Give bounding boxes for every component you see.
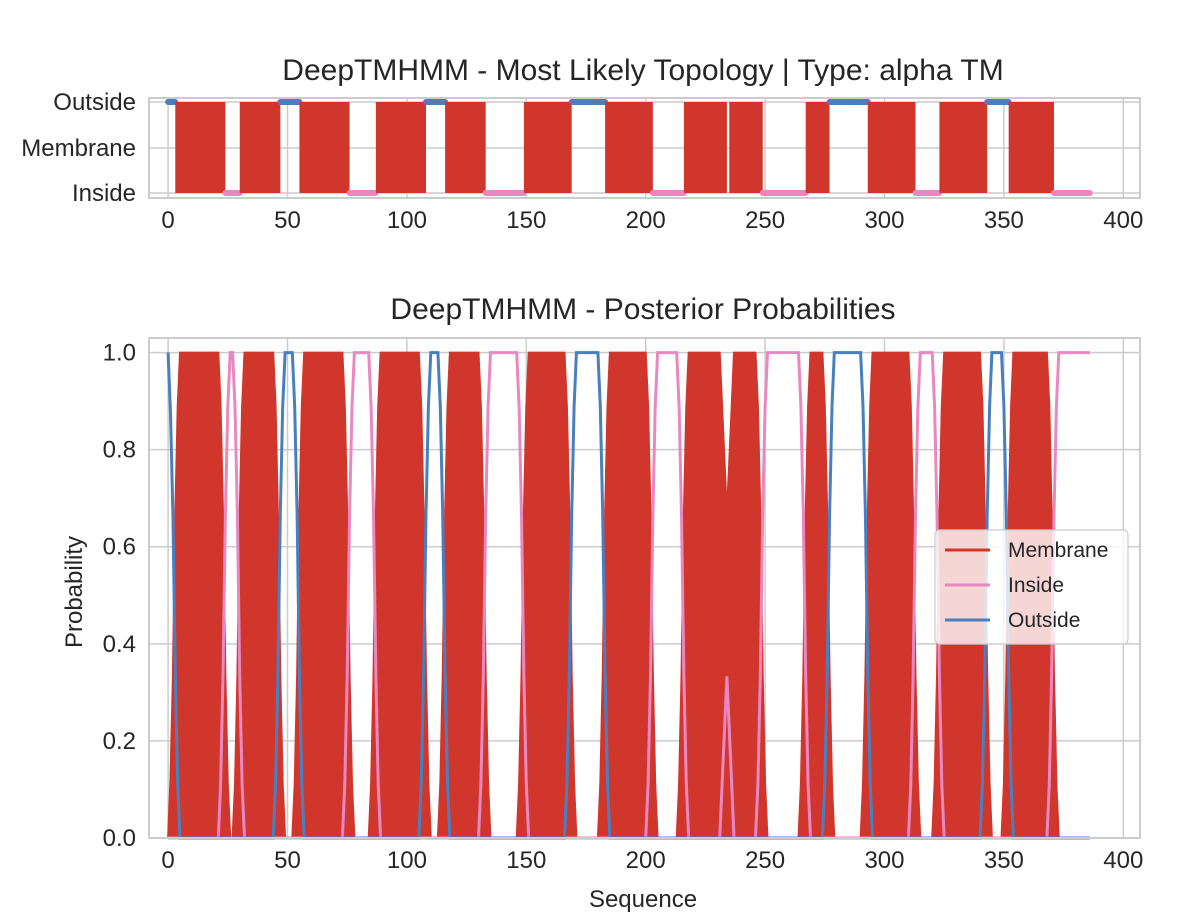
posterior-x-tick-label: 150 — [506, 847, 546, 874]
topology-title: DeepTMHMM - Most Likely Topology | Type:… — [282, 54, 1003, 87]
topology-y-tick-label: Outside — [53, 89, 136, 116]
posterior-x-tick-label: 0 — [161, 847, 174, 874]
topology-x-ticks: 0 50 100 150 200 250 300 350 400 — [161, 207, 1143, 234]
x-axis-label: Sequence — [589, 886, 697, 913]
legend-label-outside: Outside — [1008, 609, 1080, 632]
y-axis-label: Probability — [61, 536, 88, 648]
topology-x-tick-label: 350 — [984, 207, 1024, 234]
membrane-probability-area — [167, 351, 1090, 839]
topology-membrane-segment — [175, 102, 226, 193]
posterior-y-tick-label: 0.8 — [103, 437, 136, 464]
topology-x-tick-label: 0 — [161, 207, 174, 234]
legend: Membrane Inside Outside — [934, 529, 1129, 645]
topology-membrane-segment — [445, 102, 486, 193]
posterior-y-ticks: 0.0 0.2 0.4 0.6 0.8 1.0 — [103, 340, 136, 852]
topology-membrane-segment — [523, 102, 572, 193]
topology-y-tick-label: Membrane — [21, 135, 136, 162]
topology-membrane-segment — [299, 102, 350, 193]
posterior-y-tick-label: 0.6 — [103, 534, 136, 561]
topology-membrane-segment — [375, 102, 427, 193]
topology-membrane-segment — [867, 102, 916, 193]
topology-x-tick-label: 250 — [745, 207, 785, 234]
topology-plot: DeepTMHMM - Most Likely Topology | Type:… — [21, 54, 1143, 234]
posterior-x-tick-label: 400 — [1103, 847, 1143, 874]
topology-x-tick-label: 300 — [864, 207, 904, 234]
posterior-y-tick-label: 0.0 — [103, 825, 136, 852]
topology-membrane-segment — [239, 102, 281, 193]
posterior-x-tick-label: 100 — [387, 847, 427, 874]
topology-x-tick-label: 100 — [387, 207, 427, 234]
topology-x-tick-label: 50 — [274, 207, 301, 234]
legend-label-membrane: Membrane — [1008, 539, 1108, 562]
topology-x-tick-label: 200 — [626, 207, 666, 234]
posterior-x-tick-label: 200 — [626, 847, 666, 874]
topology-x-tick-label: 150 — [506, 207, 546, 234]
posterior-x-tick-label: 350 — [984, 847, 1024, 874]
legend-label-inside: Inside — [1008, 574, 1064, 597]
topology-x-tick-label: 400 — [1103, 207, 1143, 234]
posterior-x-tick-label: 50 — [274, 847, 301, 874]
posterior-y-tick-label: 1.0 — [103, 340, 136, 367]
topology-membrane-segment — [683, 102, 727, 193]
posterior-title: DeepTMHMM - Posterior Probabilities — [390, 293, 895, 326]
legend-items: Membrane Inside Outside — [945, 539, 1108, 632]
topology-segments — [165, 99, 1093, 196]
topology-y-ticks: Inside Membrane Outside — [21, 89, 136, 207]
topology-membrane-segment — [939, 102, 988, 193]
posterior-x-ticks: 0 50 100 150 200 250 300 350 400 — [161, 847, 1143, 874]
topology-axes-frame — [148, 97, 1141, 199]
legend-box — [934, 529, 1129, 645]
posterior-x-tick-label: 250 — [745, 847, 785, 874]
posterior-plot: DeepTMHMM - Posterior Probabilities 0.00… — [61, 293, 1143, 913]
topology-membrane-segment — [605, 102, 653, 193]
posterior-axes-frame — [148, 337, 1141, 839]
posterior-y-tick-label: 0.4 — [103, 631, 136, 658]
topology-y-tick-label: Inside — [72, 180, 136, 207]
topology-membrane-segment — [805, 102, 830, 193]
topology-membrane-segment — [1008, 102, 1055, 193]
posterior-x-tick-label: 300 — [864, 847, 904, 874]
topology-membrane-segment — [729, 102, 763, 193]
posterior-y-tick-label: 0.2 — [103, 728, 136, 755]
